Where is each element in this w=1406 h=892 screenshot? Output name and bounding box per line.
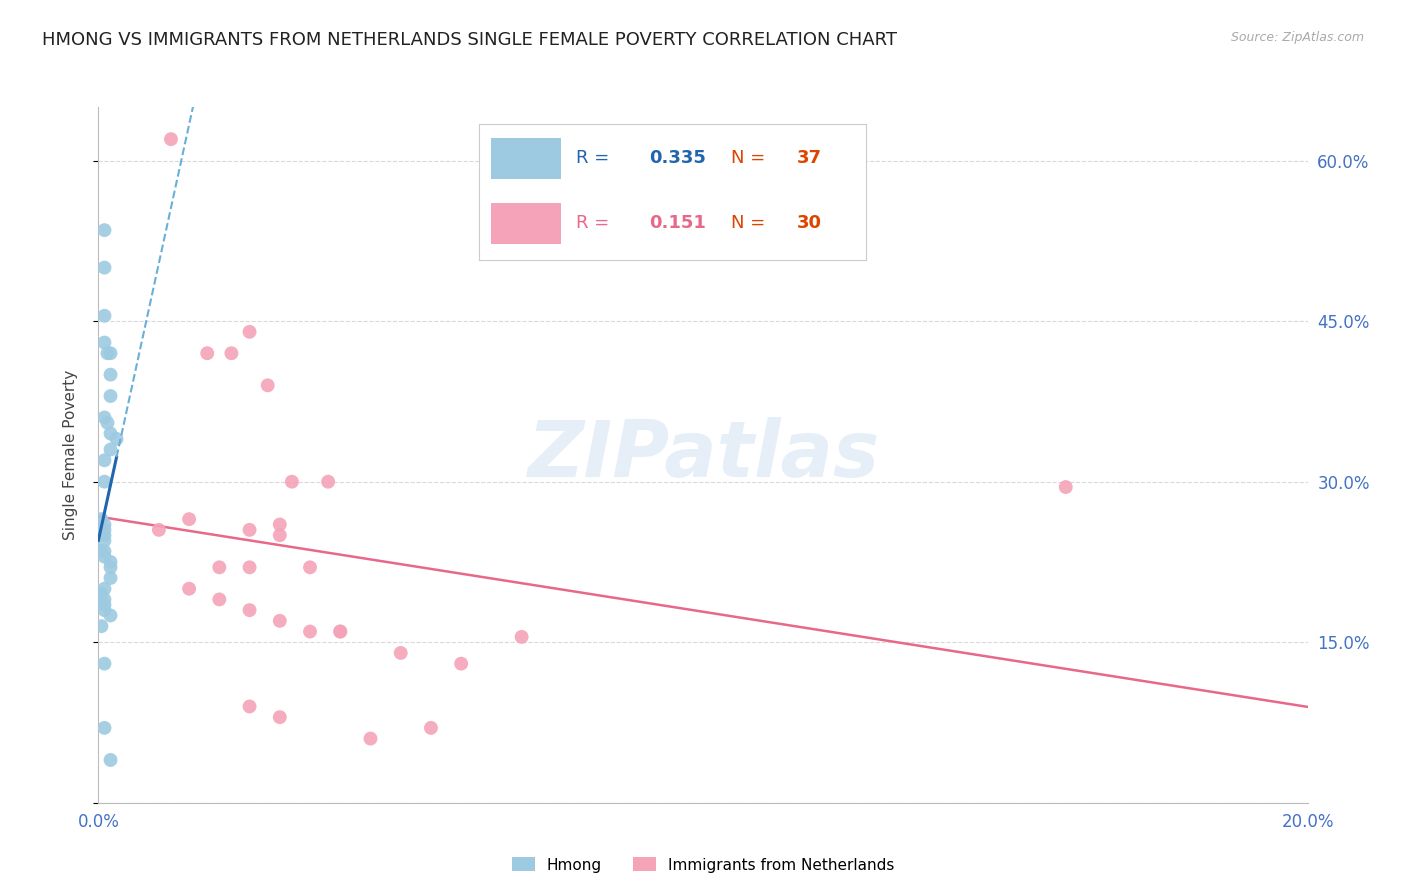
Point [179, 512, 201, 526]
Point [316, 475, 339, 489]
Point [93, 517, 115, 532]
Point [93, 582, 115, 596]
Point [269, 528, 291, 542]
Point [269, 517, 291, 532]
Point [510, 630, 533, 644]
Point [329, 624, 352, 639]
Point [239, 523, 262, 537]
Point [208, 560, 231, 574]
Text: ZIPatlas: ZIPatlas [527, 417, 879, 493]
Point [100, 426, 122, 441]
Point [100, 346, 122, 360]
Point [93, 657, 115, 671]
Point [93, 544, 115, 558]
Point [1054, 480, 1077, 494]
Point [93, 260, 115, 275]
Point [148, 523, 170, 537]
Text: R =: R = [576, 214, 621, 233]
Point [93, 309, 115, 323]
Legend: Hmong, Immigrants from Netherlands: Hmong, Immigrants from Netherlands [506, 851, 900, 879]
Point [96, 346, 118, 360]
Point [221, 346, 243, 360]
Text: 37: 37 [797, 149, 821, 168]
Point [105, 432, 128, 446]
Point [90, 619, 112, 633]
Point [93, 598, 115, 612]
Point [93, 603, 115, 617]
Point [389, 646, 412, 660]
Text: 30: 30 [797, 214, 821, 233]
Point [160, 132, 183, 146]
Point [281, 475, 304, 489]
Text: 0.335: 0.335 [650, 149, 706, 168]
Point [93, 721, 115, 735]
Point [299, 624, 322, 639]
Text: 0.151: 0.151 [650, 214, 706, 233]
Point [93, 523, 115, 537]
Text: N =: N = [731, 149, 770, 168]
Point [239, 603, 262, 617]
Point [269, 614, 291, 628]
Point [93, 592, 115, 607]
Point [329, 624, 352, 639]
Point [100, 571, 122, 585]
Point [93, 223, 115, 237]
Bar [491, 203, 561, 244]
Text: HMONG VS IMMIGRANTS FROM NETHERLANDS SINGLE FEMALE POVERTY CORRELATION CHART: HMONG VS IMMIGRANTS FROM NETHERLANDS SIN… [42, 31, 897, 49]
Text: Source: ZipAtlas.com: Source: ZipAtlas.com [1230, 31, 1364, 45]
Point [420, 721, 443, 735]
Point [360, 731, 382, 746]
Point [208, 592, 231, 607]
Point [96, 416, 118, 430]
Point [100, 389, 122, 403]
Point [90, 523, 112, 537]
Point [299, 560, 322, 574]
Point [269, 710, 291, 724]
Point [256, 378, 278, 392]
Point [90, 544, 112, 558]
Point [239, 325, 262, 339]
Point [93, 533, 115, 548]
Point [90, 587, 112, 601]
Point [100, 753, 122, 767]
Bar [491, 138, 561, 178]
Point [239, 560, 262, 574]
Point [100, 608, 122, 623]
Point [100, 368, 122, 382]
Text: R =: R = [576, 149, 614, 168]
Point [239, 699, 262, 714]
Point [100, 555, 122, 569]
Point [93, 528, 115, 542]
Point [93, 410, 115, 425]
Point [93, 453, 115, 467]
Point [195, 346, 218, 360]
Point [100, 560, 122, 574]
Point [100, 442, 122, 457]
Point [90, 512, 112, 526]
Point [179, 582, 201, 596]
Y-axis label: Single Female Poverty: Single Female Poverty [63, 370, 77, 540]
Text: N =: N = [731, 214, 770, 233]
Point [450, 657, 472, 671]
Point [93, 549, 115, 564]
Point [93, 335, 115, 350]
Point [93, 475, 115, 489]
